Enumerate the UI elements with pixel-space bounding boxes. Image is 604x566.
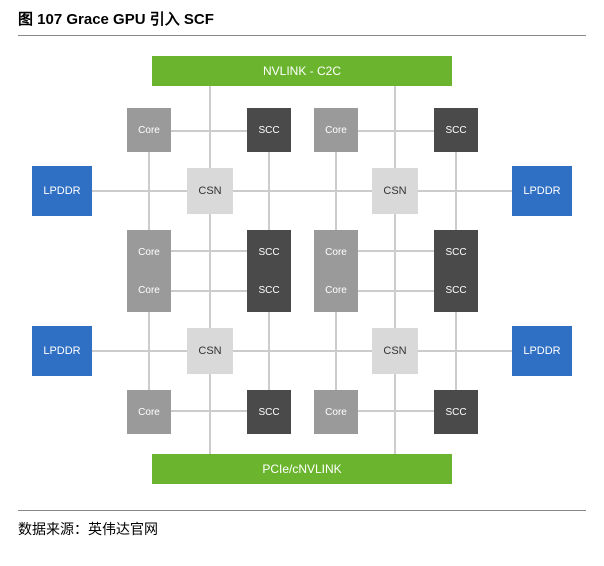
diagram-edge: [268, 301, 270, 401]
diagram-edge: [335, 301, 337, 401]
node-scc-tr-u: SCC: [434, 108, 478, 152]
node-lpddr-br: LPDDR: [512, 326, 572, 376]
diagram-edge: [455, 301, 457, 401]
node-scc-br-d: SCC: [434, 390, 478, 434]
diagram-edge: [268, 141, 270, 241]
architecture-diagram: NVLINK - C2C PCIe/cNVLINK LPDDR LPDDR LPDDR L…: [22, 46, 582, 496]
node-scc-br-u: SCC: [434, 268, 478, 312]
node-core-tl-u: Core: [127, 108, 171, 152]
diagram-edge: [92, 350, 512, 352]
node-nvlink: NVLINK - C2C: [152, 56, 452, 86]
node-scc-tl-u: SCC: [247, 108, 291, 152]
divider-top: [18, 35, 586, 36]
diagram-edge: [335, 141, 337, 241]
diagram-edge: [209, 86, 211, 454]
diagram-edge: [148, 301, 150, 401]
node-csn-tl: CSN: [187, 168, 233, 214]
node-core-br-d: Core: [314, 390, 358, 434]
node-csn-tr: CSN: [372, 168, 418, 214]
diagram-edge: [148, 141, 150, 241]
node-csn-bl: CSN: [187, 328, 233, 374]
node-pcie: PCIe/cNVLINK: [152, 454, 452, 484]
node-core-bl-d: Core: [127, 390, 171, 434]
diagram-edge: [455, 141, 457, 241]
node-lpddr-tl: LPDDR: [32, 166, 92, 216]
data-source: 数据来源：英伟达官网: [0, 513, 604, 545]
node-core-tr-u: Core: [314, 108, 358, 152]
node-scc-bl-d: SCC: [247, 390, 291, 434]
diagram-edge: [394, 86, 396, 454]
node-lpddr-bl: LPDDR: [32, 326, 92, 376]
figure-title: 图 107 Grace GPU 引入 SCF: [0, 0, 604, 33]
node-lpddr-tr: LPDDR: [512, 166, 572, 216]
diagram-edge: [92, 190, 512, 192]
node-core-br-u: Core: [314, 268, 358, 312]
node-scc-bl-u: SCC: [247, 268, 291, 312]
node-core-bl-u: Core: [127, 268, 171, 312]
node-csn-br: CSN: [372, 328, 418, 374]
divider-bottom: [18, 510, 586, 511]
